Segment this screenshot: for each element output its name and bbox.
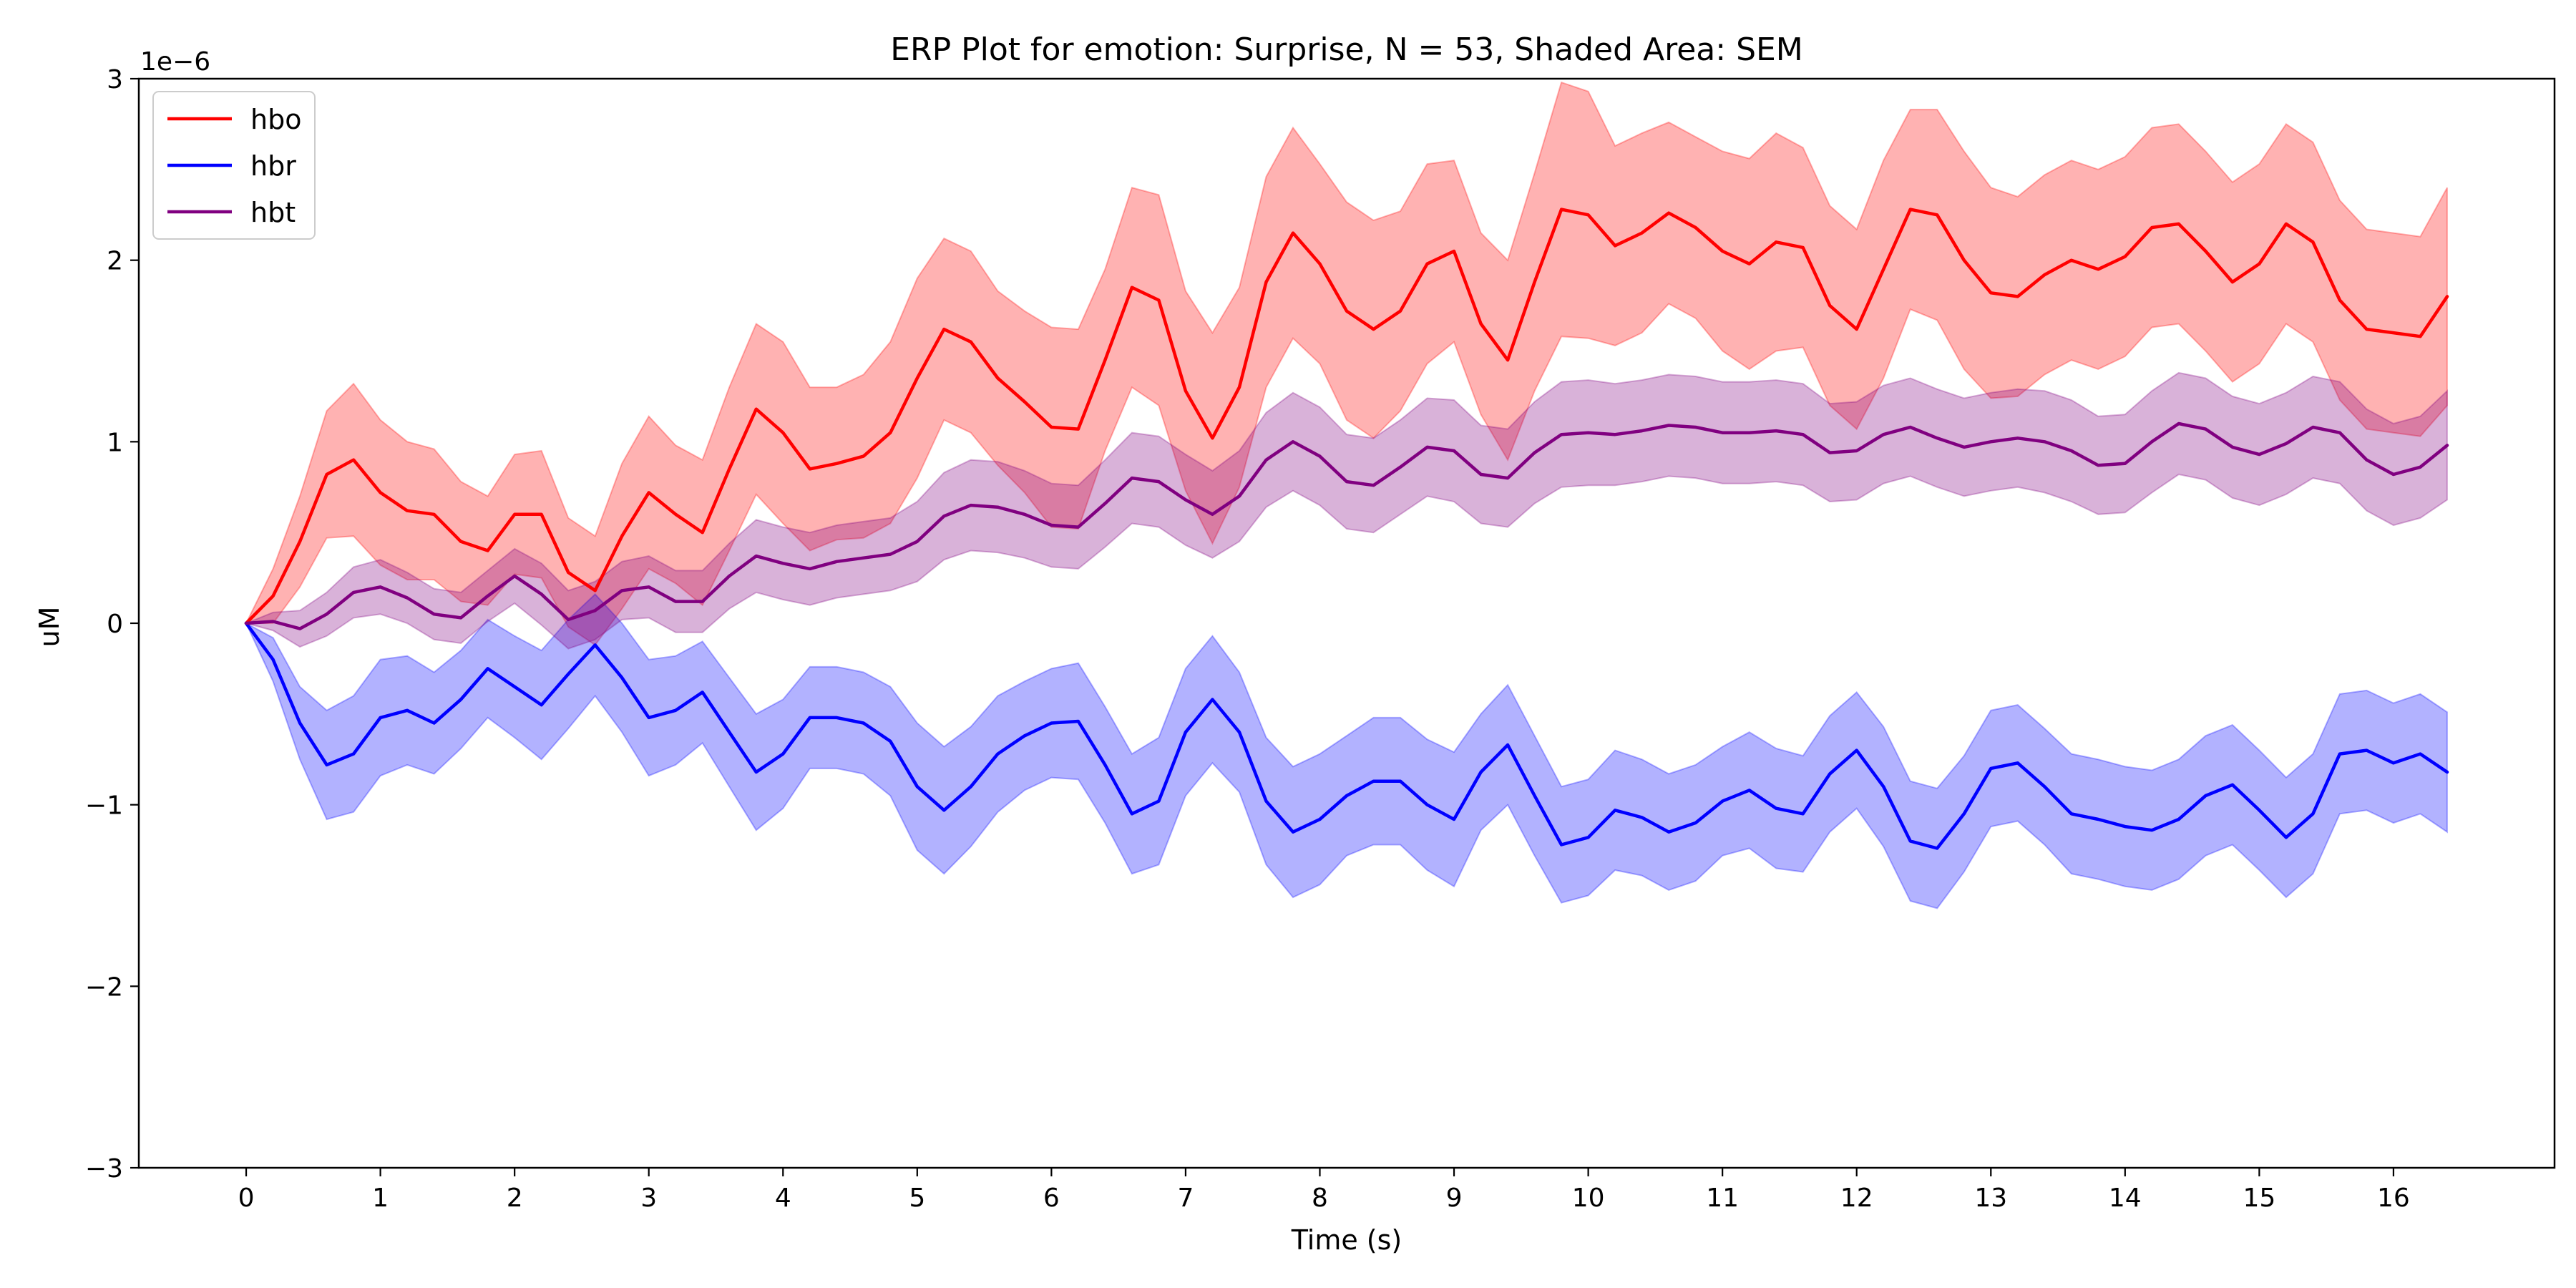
x-tick-label: 16 [2377,1184,2410,1213]
x-tick-label: 15 [2243,1184,2275,1213]
y-scale-label: 1e−6 [140,47,210,77]
x-axis-label: Time (s) [1291,1224,1402,1256]
legend-label-hbo: hbo [250,104,301,135]
y-tick-label: −3 [85,1154,123,1184]
x-tick-label: 9 [1446,1184,1463,1213]
x-tick-label: 10 [1572,1184,1605,1213]
series-line-hbr [244,621,2449,850]
x-tick-label: 4 [775,1184,791,1213]
x-tick-label: 7 [1177,1184,1194,1213]
legend-label-hbt: hbt [250,197,296,228]
y-tick-label: 1 [107,428,123,457]
chart-title: ERP Plot for emotion: Surprise, N = 53, … [890,31,1803,68]
x-tick-label: 5 [909,1184,925,1213]
series-line-hbt [244,421,2449,630]
y-tick-label: −1 [85,791,123,821]
legend: hbo hbr hbt [152,91,316,240]
x-tick-label: 11 [1706,1184,1739,1213]
y-tick-label: −2 [85,972,123,1002]
x-tick-label: 6 [1043,1184,1060,1213]
legend-frame [152,91,316,240]
series-group [243,81,2449,909]
x-tick-label: 0 [238,1184,255,1213]
x-tick-label: 2 [507,1184,523,1213]
legend-label-hbr: hbr [250,150,296,182]
series-line-hbo [244,208,2449,625]
x-tick-label: 3 [640,1184,657,1213]
y-tick-label: 0 [107,610,123,639]
y-tick-label: 3 [107,65,123,94]
y-axis-label: uM [34,607,65,648]
x-tick-label: 1 [372,1184,389,1213]
x-tick-label: 8 [1312,1184,1328,1213]
y-tick-label: 2 [107,247,123,276]
x-tick-label: 14 [2109,1184,2142,1213]
x-tick-label: 13 [1974,1184,2007,1213]
x-tick-label: 12 [1840,1184,1873,1213]
